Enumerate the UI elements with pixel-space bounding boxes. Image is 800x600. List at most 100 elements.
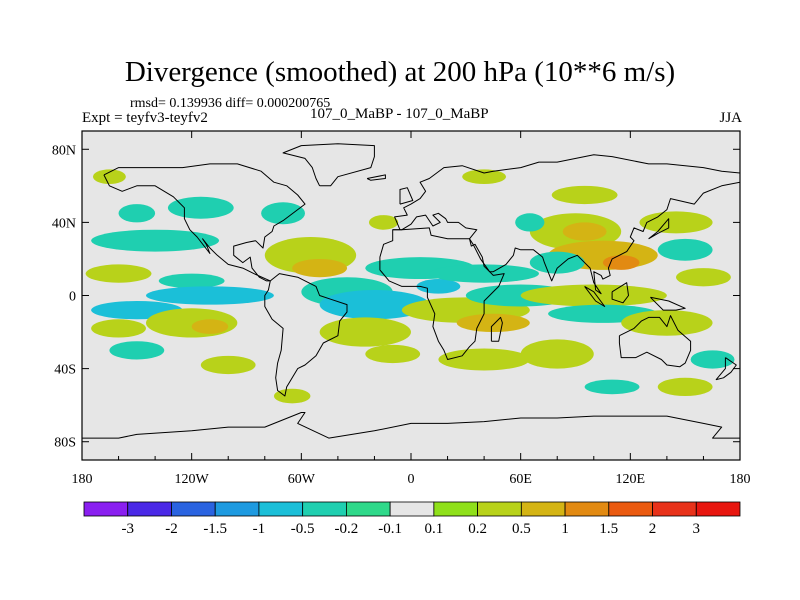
- field-region-41: [621, 310, 713, 336]
- field-region-39: [657, 238, 713, 261]
- colorbar-swatch-1: [127, 501, 172, 517]
- x-tick-label-4: 60E: [509, 472, 532, 487]
- field-region-2: [167, 196, 234, 219]
- y-tick-label-1: 40N: [52, 216, 76, 231]
- coastline-9: [584, 285, 606, 307]
- chart-title: Divergence (smoothed) at 200 hPa (10**6 …: [124, 56, 676, 88]
- field-region-23: [429, 264, 539, 283]
- y-axis: 80N 40N 0 40S 80S: [52, 143, 740, 451]
- coastline-7: [490, 316, 503, 342]
- experiment-label: Expt = teyfv3-teyfv2: [82, 110, 208, 126]
- x-tick-label-0: 180: [72, 472, 93, 487]
- y-tick-label-0: 80N: [52, 143, 76, 158]
- x-tick-label-6: 180: [730, 472, 751, 487]
- divergence-field: [85, 169, 735, 404]
- colorbar-label-6: -0.1: [378, 521, 402, 537]
- coastline-6: [82, 412, 740, 439]
- field-region-9: [91, 319, 146, 338]
- field-region-42: [690, 350, 735, 369]
- colorbar-swatch-14: [695, 501, 741, 517]
- colorbar-label-10: 1: [561, 521, 569, 537]
- colorbar-swatch-7: [389, 501, 435, 517]
- field-region-12: [109, 341, 165, 360]
- field-region-6: [158, 273, 225, 289]
- coastline-8: [715, 357, 737, 381]
- stats-text: rmsd= 0.139936 diff= 0.000200765: [130, 96, 331, 111]
- coastline-14: [650, 296, 686, 311]
- colorbar-label-1: -2: [165, 521, 178, 537]
- colorbar-swatch-4: [258, 501, 304, 517]
- field-region-46: [273, 388, 311, 404]
- coastline-11: [399, 187, 414, 205]
- field-region-22: [416, 279, 461, 294]
- field-region-37: [551, 185, 618, 205]
- field-region-5: [85, 264, 152, 283]
- field-region-34: [529, 251, 585, 274]
- field-region-4: [91, 229, 220, 252]
- colorbar-label-4: -0.5: [291, 521, 315, 537]
- field-region-13: [200, 355, 256, 375]
- coastline-1: [264, 273, 348, 397]
- field-region-35: [520, 284, 667, 307]
- field-region-45: [462, 169, 507, 185]
- x-tick-label-1: 120W: [175, 472, 210, 487]
- coastline-5: [618, 315, 692, 368]
- colorbar-label-11: 1.5: [599, 521, 618, 537]
- colorbar-swatch-2: [171, 501, 216, 517]
- field-region-11: [191, 319, 229, 334]
- colorbar-swatch-11: [564, 501, 610, 517]
- x-tick-label-3: 0: [408, 472, 415, 487]
- colorbar-swatch-3: [214, 501, 260, 517]
- colorbar-swatch-13: [652, 501, 697, 517]
- colorbar-label-0: -3: [121, 521, 134, 537]
- x-tick-label-5: 120E: [616, 472, 646, 487]
- colorbar-swatch-0: [83, 501, 129, 517]
- field-region-18: [319, 317, 411, 347]
- colorbar-swatch-12: [608, 501, 653, 517]
- field-region-44: [584, 379, 640, 395]
- colorbar-swatch-10: [520, 501, 566, 517]
- colorbar-label-7: 0.1: [424, 521, 443, 537]
- field-region-0: [92, 169, 126, 185]
- field-region-27: [438, 348, 530, 371]
- field-region-3: [261, 202, 305, 225]
- field-region-38: [639, 211, 713, 234]
- colorbar-label-5: -0.2: [335, 521, 359, 537]
- colorbar-label-9: 0.5: [512, 521, 531, 537]
- colorbar-label-2: -1.5: [203, 521, 227, 537]
- x-tick-label-2: 60W: [288, 472, 316, 487]
- field-region-19: [365, 344, 421, 364]
- field-region-40: [676, 268, 731, 287]
- colorbar-swatch-5: [302, 501, 347, 517]
- field-region-15: [292, 258, 348, 278]
- colorbar-label-3: -1: [253, 521, 266, 537]
- field-region-7: [145, 286, 274, 305]
- colorbar-label-8: 0.2: [468, 521, 487, 537]
- field-region-30: [562, 222, 607, 241]
- coastline-3: [392, 154, 740, 295]
- coastlines: [82, 143, 740, 439]
- y-tick-label-4: 80S: [54, 436, 76, 451]
- coastline-2: [282, 143, 375, 187]
- field-region-31: [515, 213, 545, 232]
- y-tick-label-2: 0: [69, 290, 76, 305]
- field-region-20: [368, 215, 399, 230]
- x-axis: 180 120W 60W 0 60E 120E 180: [72, 131, 751, 487]
- colorbar-label-12: 2: [649, 521, 657, 537]
- colorbar-label-13: 3: [693, 521, 701, 537]
- colorbar-swatch-9: [477, 501, 522, 517]
- season-label: JJA: [719, 110, 742, 126]
- colorbar-swatch-6: [345, 501, 391, 517]
- colorbar: -3 -2 -1.5 -1 -0.5 -0.2 -0.1 0.1 0.2 0.5 1 1.5 2 3: [83, 501, 741, 537]
- case-label: 107_0_MaBP - 107_0_MaBP: [310, 106, 489, 122]
- field-region-43: [657, 377, 713, 397]
- field-region-1: [118, 204, 156, 223]
- coastline-10: [611, 282, 629, 304]
- colorbar-swatch-8: [433, 501, 479, 517]
- coastline-12: [648, 218, 670, 240]
- y-tick-label-3: 40S: [54, 363, 76, 378]
- field-region-28: [520, 339, 594, 369]
- coastline-4: [379, 227, 505, 360]
- coastline-13: [366, 174, 386, 181]
